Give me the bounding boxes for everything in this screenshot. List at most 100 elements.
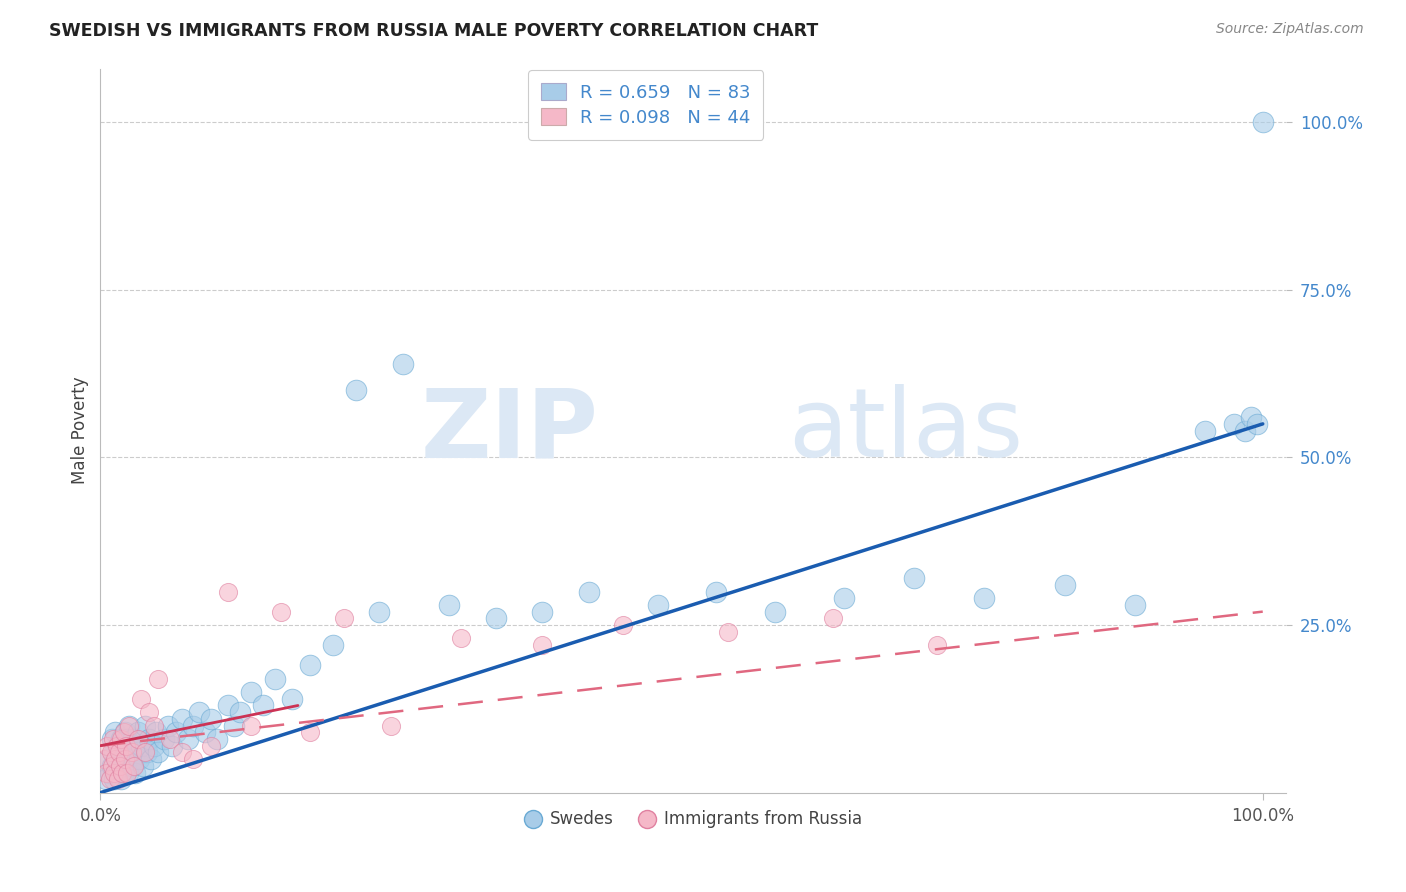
Point <box>129 739 152 753</box>
Point <box>647 598 669 612</box>
Point <box>183 752 205 766</box>
Point <box>115 746 138 760</box>
Point <box>107 772 129 787</box>
Point <box>148 746 170 760</box>
Point <box>108 759 131 773</box>
Point <box>142 739 165 753</box>
Point <box>127 725 149 739</box>
Point <box>97 752 120 766</box>
Point <box>717 624 740 639</box>
Point <box>903 571 925 585</box>
Point <box>145 725 167 739</box>
Point <box>391 357 413 371</box>
Point <box>118 718 141 732</box>
Point <box>98 772 121 787</box>
Point <box>368 605 391 619</box>
Text: SWEDISH VS IMMIGRANTS FROM RUSSIA MALE POVERTY CORRELATION CHART: SWEDISH VS IMMIGRANTS FROM RUSSIA MALE P… <box>49 22 818 40</box>
Point <box>612 618 634 632</box>
Point <box>1123 598 1146 612</box>
Point <box>200 739 222 753</box>
Point <box>121 759 143 773</box>
Point <box>159 731 181 746</box>
Point <box>110 731 132 746</box>
Point <box>344 384 367 398</box>
Point <box>333 611 356 625</box>
Point <box>1240 410 1263 425</box>
Point <box>298 658 321 673</box>
Point <box>104 725 127 739</box>
Point <box>1222 417 1244 431</box>
Point <box>115 739 138 753</box>
Point <box>111 765 134 780</box>
Point <box>114 752 136 766</box>
Point <box>270 605 292 619</box>
Point <box>115 765 138 780</box>
Point <box>162 739 184 753</box>
Point <box>129 691 152 706</box>
Point <box>138 731 160 746</box>
Point <box>96 739 118 753</box>
Point <box>112 725 135 739</box>
Point <box>194 725 217 739</box>
Point <box>108 759 131 773</box>
Point <box>96 765 118 780</box>
Point <box>121 746 143 760</box>
Point <box>114 725 136 739</box>
Point <box>103 765 125 780</box>
Point <box>170 746 193 760</box>
Point <box>170 712 193 726</box>
Point <box>531 638 554 652</box>
Point <box>821 611 844 625</box>
Point <box>927 638 949 652</box>
Point <box>281 691 304 706</box>
Point <box>105 739 128 753</box>
Point <box>110 772 132 787</box>
Point <box>115 759 138 773</box>
Point <box>127 731 149 746</box>
Point <box>706 584 728 599</box>
Point <box>188 705 211 719</box>
Point <box>240 685 263 699</box>
Point <box>103 746 125 760</box>
Point <box>93 752 115 766</box>
Point <box>101 759 124 773</box>
Point <box>103 772 125 787</box>
Point <box>108 746 131 760</box>
Point <box>165 725 187 739</box>
Point <box>450 632 472 646</box>
Point <box>124 739 146 753</box>
Point <box>107 739 129 753</box>
Point <box>132 759 155 773</box>
Point <box>101 759 124 773</box>
Point <box>484 611 506 625</box>
Point <box>153 731 176 746</box>
Text: ZIP: ZIP <box>420 384 599 477</box>
Point <box>100 746 122 760</box>
Point <box>142 718 165 732</box>
Point <box>112 739 135 753</box>
Point <box>118 718 141 732</box>
Text: Source: ZipAtlas.com: Source: ZipAtlas.com <box>1216 22 1364 37</box>
Legend: Swedes, Immigrants from Russia: Swedes, Immigrants from Russia <box>517 804 869 835</box>
Point <box>322 638 344 652</box>
Point <box>105 752 128 766</box>
Point <box>118 752 141 766</box>
Point <box>298 725 321 739</box>
Point <box>217 698 239 713</box>
Point <box>229 705 252 719</box>
Point <box>183 718 205 732</box>
Point <box>101 731 124 746</box>
Point <box>176 731 198 746</box>
Point <box>1054 578 1077 592</box>
Point <box>104 752 127 766</box>
Point <box>1251 115 1274 129</box>
Point <box>263 672 285 686</box>
Point <box>141 752 163 766</box>
Point <box>205 731 228 746</box>
Point <box>1234 424 1257 438</box>
Point <box>138 705 160 719</box>
Point <box>380 718 402 732</box>
Point <box>1246 417 1268 431</box>
Point <box>148 672 170 686</box>
Point <box>240 718 263 732</box>
